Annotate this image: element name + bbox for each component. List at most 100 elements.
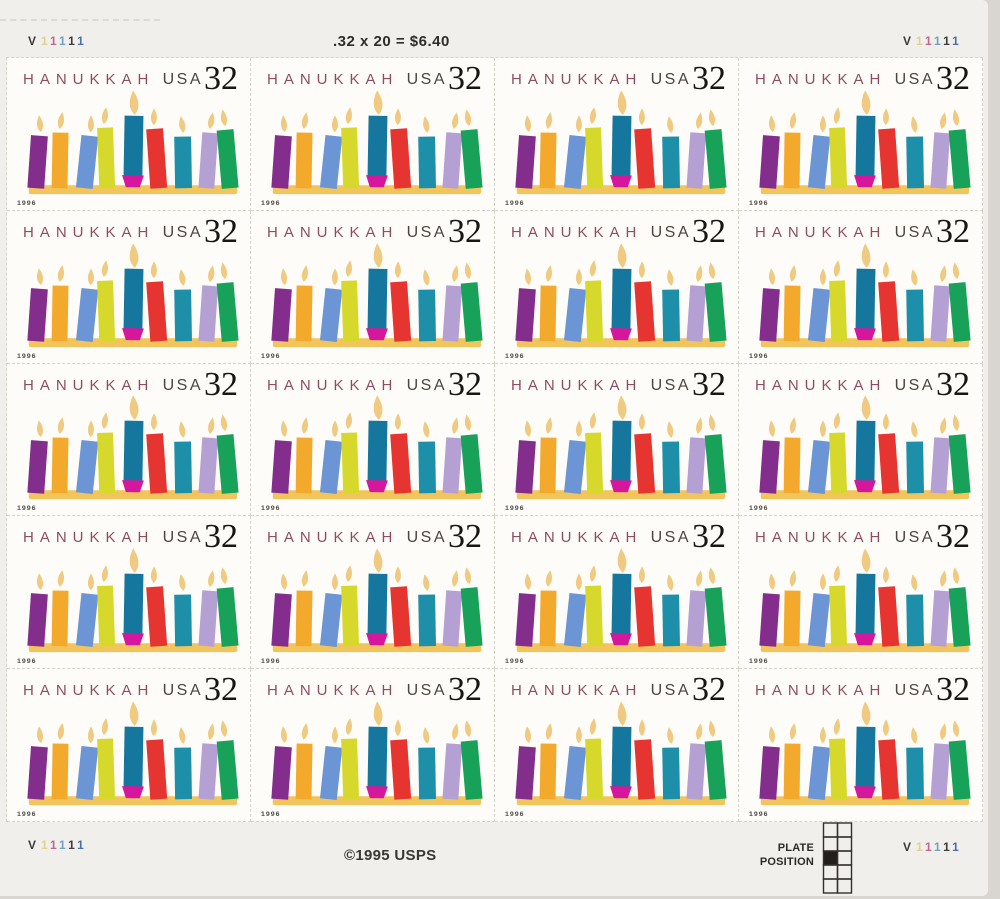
- candle-lavender: [686, 570, 707, 647]
- shamash-cup: [854, 327, 876, 340]
- candle-green: [704, 720, 727, 800]
- stamp-country-denomination: USA 32: [162, 671, 238, 709]
- candle-teal-shamash: [854, 701, 876, 799]
- flame-icon: [882, 108, 889, 125]
- flame-icon: [220, 567, 228, 585]
- menorah-illustration: [759, 395, 971, 500]
- flame-icon: [638, 719, 645, 737]
- flame-icon: [129, 90, 139, 115]
- candle-lavender: [442, 417, 463, 495]
- stamp-year: 1996: [505, 505, 525, 513]
- flame-icon: [423, 421, 430, 439]
- candle-orange: [539, 264, 557, 341]
- flame-icon: [280, 114, 288, 132]
- stamp: HANUKKAH USA 32 1996: [495, 669, 739, 822]
- stamp-country: USA: [650, 529, 691, 547]
- stamp-header: HANUKKAH USA 32: [251, 58, 494, 96]
- menorah-candles-illustration: [251, 90, 494, 210]
- flame-icon: [87, 267, 94, 285]
- shamash-cup: [610, 633, 632, 646]
- plate-number-bottom-left: V 11111: [28, 838, 87, 852]
- flame-icon: [464, 262, 472, 279]
- stamp-header: HANUKKAH USA 32: [495, 58, 738, 97]
- flame-icon: [861, 90, 871, 115]
- stamp-country-denomination: USA 32: [162, 60, 238, 97]
- candle-lavender: [442, 723, 463, 800]
- candle-lavender: [930, 723, 951, 800]
- flame-icon: [301, 570, 309, 588]
- flame-icon: [545, 264, 553, 282]
- stamp-country: USA: [162, 682, 203, 700]
- stamp-header: HANUKKAH USA 32: [7, 669, 250, 709]
- stamp-country: USA: [650, 376, 691, 394]
- candle-red: [634, 260, 656, 342]
- candle-red: [390, 108, 412, 189]
- candle-purple: [515, 267, 536, 342]
- stamp-country: USA: [406, 71, 447, 88]
- flame-icon: [882, 719, 889, 737]
- plate-number-top-right: V 11111: [903, 34, 962, 48]
- flame-icon: [940, 570, 947, 588]
- candle-teal-shamash: [122, 701, 144, 799]
- flame-icon: [952, 414, 960, 432]
- candle-chartreuse: [97, 259, 116, 342]
- flame-icon: [638, 566, 645, 584]
- flame-icon: [617, 701, 627, 726]
- stamp-country-denomination: USA 32: [650, 518, 726, 556]
- stamp-country-denomination: USA 32: [650, 60, 726, 97]
- candle-lavender: [442, 264, 463, 342]
- candle-green: [948, 262, 971, 342]
- plate-number-digit: 1: [916, 840, 926, 854]
- shamash-cup: [854, 174, 876, 188]
- candle-chartreuse: [341, 718, 360, 800]
- flame-icon: [789, 417, 797, 435]
- candle-orange: [295, 570, 313, 647]
- flame-icon: [575, 573, 582, 591]
- candle-purple: [271, 267, 292, 342]
- stamp-country: USA: [162, 376, 203, 394]
- candle-cyan: [418, 727, 436, 800]
- plate-position-grid: [822, 822, 853, 894]
- flame-icon: [952, 262, 960, 279]
- candle-blue: [563, 573, 587, 648]
- candle-green: [216, 109, 239, 189]
- candle-blue: [319, 115, 343, 189]
- flame-icon: [87, 420, 94, 438]
- menorah-illustration: [271, 701, 483, 806]
- candle-chartreuse: [97, 412, 116, 494]
- flame-icon: [911, 268, 918, 286]
- flame-icon: [575, 267, 582, 285]
- stamp: HANUKKAH USA 32 1996: [495, 58, 739, 211]
- stamp: HANUKKAH USA 32 1996: [251, 58, 495, 211]
- flame-icon: [280, 573, 288, 591]
- flame-icon: [911, 115, 918, 133]
- flame-icon: [57, 723, 65, 740]
- menorah-candles-illustration: [7, 395, 250, 515]
- flame-icon: [452, 723, 459, 741]
- flame-icon: [423, 115, 430, 133]
- candle-teal-shamash: [610, 90, 632, 188]
- flame-icon: [545, 570, 553, 588]
- plate-number-letter: V: [903, 34, 915, 48]
- stamp-country: USA: [162, 71, 203, 88]
- stamp-country: USA: [162, 223, 203, 241]
- stamp: HANUKKAH USA 32 1996: [7, 210, 251, 364]
- flame-icon: [150, 566, 157, 584]
- stamp-header: HANUKKAH USA 32: [495, 669, 738, 707]
- flame-icon: [301, 264, 309, 282]
- stamp-year: 1996: [17, 658, 37, 665]
- stamp: HANUKKAH USA 32 1996: [495, 210, 739, 364]
- flame-icon: [179, 727, 186, 744]
- candle-green: [704, 414, 727, 495]
- candle-purple: [759, 267, 780, 342]
- flame-icon: [617, 90, 627, 115]
- flame-icon: [452, 570, 459, 588]
- candle-cyan: [174, 115, 192, 189]
- plate-number-digit: 1: [77, 838, 87, 852]
- stamp-year: 1996: [505, 811, 525, 818]
- flame-icon: [768, 573, 776, 591]
- flame-icon: [331, 115, 338, 133]
- candle-blue: [319, 573, 343, 648]
- stamp-title: HANUKKAH: [511, 682, 643, 700]
- flame-icon: [36, 726, 44, 744]
